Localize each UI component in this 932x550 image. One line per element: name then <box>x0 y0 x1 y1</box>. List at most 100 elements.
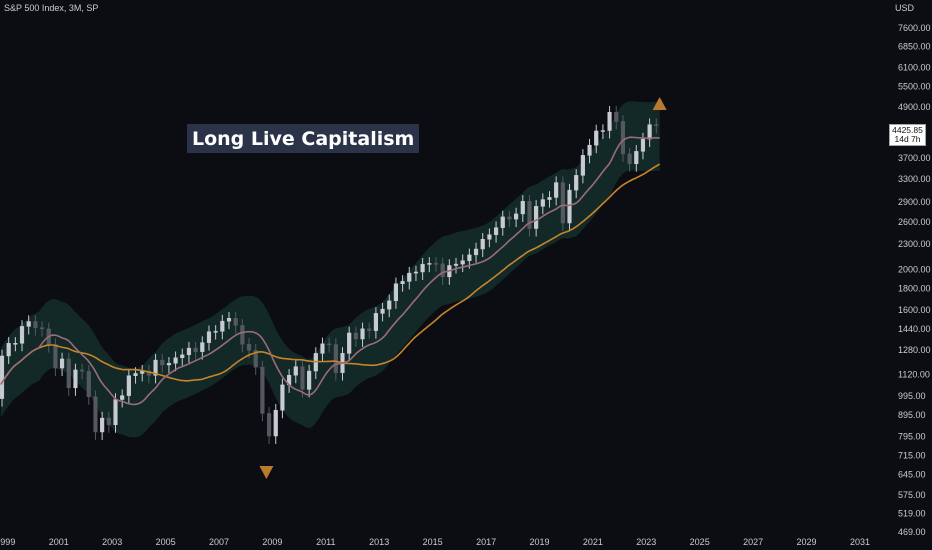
candle-body <box>307 370 312 390</box>
candle-body <box>460 260 465 265</box>
candle-body <box>213 331 218 333</box>
year-tick-label: 2003 <box>102 537 122 547</box>
candle-body <box>507 216 512 220</box>
candle-body <box>420 263 425 273</box>
year-tick-label: 2025 <box>690 537 710 547</box>
candle-body <box>233 318 238 326</box>
candle-body <box>293 366 298 376</box>
price-tick-label: 645.00 <box>898 469 926 479</box>
candle-body <box>200 342 205 352</box>
year-tick-label: 2019 <box>529 537 549 547</box>
candle-body <box>146 370 151 376</box>
candle-body <box>380 308 385 314</box>
candle-body <box>93 396 98 433</box>
price-tick-label: 1600.00 <box>898 305 931 315</box>
currency-label: USD <box>894 3 914 13</box>
candle-body <box>373 313 378 331</box>
candle-body <box>86 370 91 397</box>
candle-body <box>66 358 71 389</box>
candle-body <box>253 349 258 368</box>
candle-body <box>627 153 632 164</box>
candle-body <box>106 417 111 426</box>
candle-body <box>654 124 659 126</box>
price-tick-label: 519.00 <box>898 509 926 519</box>
candle-body <box>33 321 38 328</box>
candle-body <box>186 347 192 356</box>
price-tick-label: 1280.00 <box>898 345 931 355</box>
candle-body <box>393 283 399 302</box>
year-tick-label: 2031 <box>850 537 870 547</box>
price-tick-label: 895.00 <box>898 410 926 420</box>
candle-body <box>220 320 225 332</box>
candle-body <box>514 213 519 220</box>
candle-body <box>473 248 479 256</box>
price-tick-label: 575.00 <box>898 490 926 500</box>
candle-body <box>580 155 585 176</box>
price-tick-label: 469.00 <box>898 527 926 537</box>
candle-body <box>387 300 392 310</box>
candle-body <box>113 399 118 426</box>
candle-body <box>594 130 599 146</box>
candle-body <box>100 417 105 433</box>
candle-body <box>607 111 612 131</box>
candle-body <box>13 343 18 345</box>
price-tick-label: 1120.00 <box>898 369 930 379</box>
bar-countdown: 14d 7h <box>894 134 921 144</box>
candle-body <box>260 366 265 414</box>
price-tick-label: 6850.00 <box>898 42 931 52</box>
price-tick-label: 1440.00 <box>898 324 931 334</box>
candle-body <box>407 272 412 282</box>
annotation-banner[interactable]: Long Live Capitalism <box>187 124 420 153</box>
year-tick-label: 2027 <box>743 537 763 547</box>
year-tick-label: 2029 <box>796 537 816 547</box>
candle-body <box>527 201 532 229</box>
candle-body <box>554 182 559 198</box>
time-axis[interactable]: 1999 2001 2003 2005 2007 2009 2011 2013 2015 2017… <box>0 537 870 547</box>
price-tick-label: 3300.00 <box>898 174 931 184</box>
price-tick-label: 1800.00 <box>898 284 931 294</box>
candle-body <box>600 130 605 132</box>
year-tick-label: 2021 <box>583 537 603 547</box>
candle-body <box>320 343 325 354</box>
year-tick-label: 2009 <box>262 537 282 547</box>
price-tick-label: 715.00 <box>898 451 926 461</box>
year-tick-label: 2023 <box>636 537 656 547</box>
candle-body <box>547 197 552 200</box>
candle-body <box>574 175 579 191</box>
year-tick-label: 1999 <box>0 537 15 547</box>
year-tick-label: 2007 <box>209 537 229 547</box>
candle-body <box>567 189 572 224</box>
candle-body <box>333 344 338 373</box>
price-tick-label: 3700.00 <box>898 153 931 163</box>
candle-body <box>266 413 272 437</box>
candle-body <box>400 281 405 285</box>
fast-moving-average <box>0 163 661 385</box>
year-tick-label: 2011 <box>316 537 335 547</box>
slow-moving-average <box>0 136 660 406</box>
candle-body <box>53 344 58 369</box>
candle-body <box>634 151 639 164</box>
chart-title: S&P 500 Index, 3M, SP <box>4 3 99 13</box>
candle-body <box>39 327 45 330</box>
candle-body <box>226 318 232 322</box>
year-tick-label: 2015 <box>423 537 443 547</box>
candle-body <box>173 357 178 364</box>
candle-body <box>327 343 332 346</box>
candle-body <box>280 384 285 411</box>
candle-body <box>353 332 358 340</box>
candle-body <box>246 344 252 351</box>
candle-body <box>300 366 305 390</box>
sell-triangle-marker <box>259 466 274 479</box>
candle-body <box>73 369 78 389</box>
price-tick-label: 6100.00 <box>898 63 931 73</box>
candle-body <box>413 271 419 274</box>
candle-body <box>60 358 65 369</box>
candle-body <box>440 263 445 278</box>
year-tick-label: 2013 <box>369 537 389 547</box>
candle-body <box>560 182 565 224</box>
price-tick-label: 995.00 <box>898 391 926 401</box>
candle-body <box>6 343 11 357</box>
price-tick-label: 2600.00 <box>898 217 931 227</box>
candle-body <box>240 325 245 345</box>
